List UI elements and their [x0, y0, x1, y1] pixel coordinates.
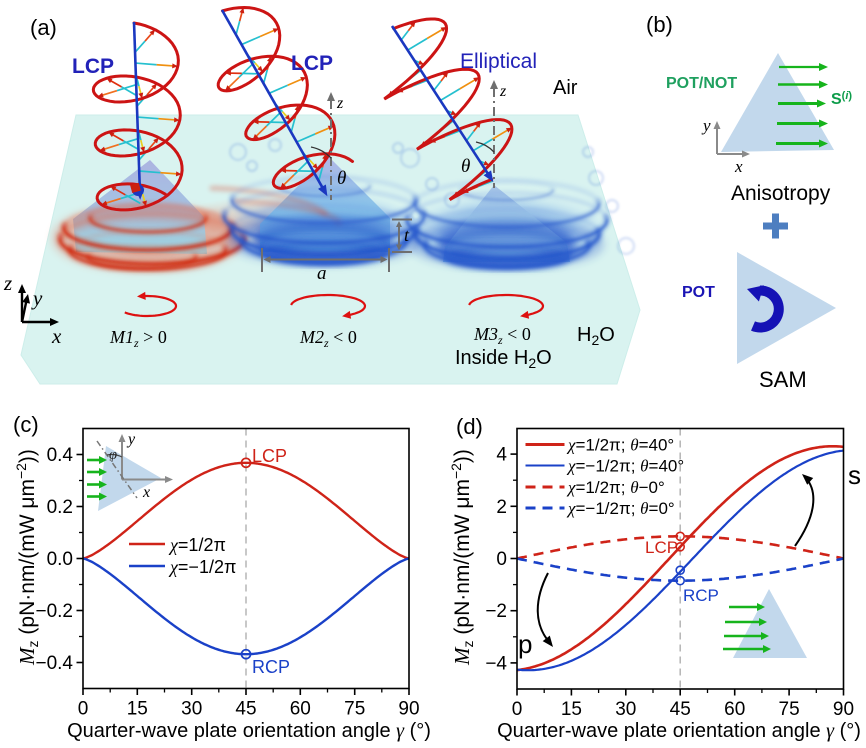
svg-text:45: 45: [235, 699, 256, 720]
svg-text:y: y: [701, 116, 711, 135]
svg-text:0.0: 0.0: [47, 549, 73, 570]
svg-text:H2O: H2O: [577, 324, 615, 348]
svg-text:x: x: [734, 157, 743, 176]
svg-text:60: 60: [724, 699, 745, 720]
svg-text:x: x: [142, 484, 150, 501]
svg-text:Mz (pN·nm/(mW μm−2)): Mz (pN·nm/(mW μm−2)): [448, 449, 476, 666]
svg-text:60: 60: [290, 699, 311, 720]
svg-text:χ=−1/2π; θ=40°: χ=−1/2π; θ=40°: [566, 457, 684, 476]
svg-text:0: 0: [512, 699, 523, 720]
svg-text:φ: φ: [109, 447, 117, 463]
svg-text:(a): (a): [30, 15, 57, 40]
svg-text:2: 2: [496, 497, 507, 518]
svg-text:χ=1/2π: χ=1/2π: [168, 535, 226, 555]
svg-text:Elliptical: Elliptical: [460, 50, 537, 73]
svg-text:4: 4: [496, 445, 507, 466]
svg-text:0.4: 0.4: [47, 445, 74, 466]
svg-text:x: x: [51, 324, 62, 348]
svg-text:(b): (b): [646, 12, 673, 37]
svg-text:SAM: SAM: [759, 367, 807, 392]
svg-text:30: 30: [615, 699, 636, 720]
svg-text:−4: −4: [485, 653, 507, 674]
svg-text:p: p: [518, 629, 532, 659]
svg-text:LCP: LCP: [645, 538, 678, 557]
svg-text:0: 0: [78, 699, 89, 720]
svg-text:0.2: 0.2: [47, 497, 73, 518]
svg-text:t: t: [404, 225, 410, 245]
svg-text:15: 15: [561, 699, 582, 720]
svg-text:(c): (c): [13, 412, 39, 437]
svg-text:30: 30: [181, 699, 202, 720]
svg-text:Inside H2O: Inside H2O: [455, 347, 552, 371]
svg-text:LCP: LCP: [72, 55, 114, 78]
svg-text:χ=1/2π; θ=40°: χ=1/2π; θ=40°: [566, 436, 674, 455]
svg-text:M2z < 0: M2z < 0: [299, 327, 357, 350]
svg-text:LCP: LCP: [252, 446, 287, 466]
svg-text:RCP: RCP: [252, 657, 290, 677]
svg-text:θ: θ: [461, 156, 470, 177]
svg-text:(d): (d): [456, 414, 483, 439]
svg-text:Air: Air: [553, 77, 578, 99]
svg-text:y: y: [31, 286, 43, 310]
svg-text:POT/NOT: POT/NOT: [666, 75, 737, 92]
svg-text:s: s: [848, 460, 861, 490]
svg-text:M3z < 0: M3z < 0: [473, 324, 531, 347]
svg-text:75: 75: [779, 699, 800, 720]
svg-text:−2: −2: [485, 601, 507, 622]
svg-text:90: 90: [833, 699, 854, 720]
svg-text:Quarter-wave plate orientation: Quarter-wave plate orientation angle γ (…: [497, 720, 861, 742]
svg-text:χ=−1/2π; θ=0°: χ=−1/2π; θ=0°: [566, 499, 675, 518]
svg-text:RCP: RCP: [683, 586, 719, 605]
svg-text:0: 0: [496, 549, 507, 570]
svg-text:−0.4: −0.4: [35, 653, 73, 674]
svg-text:a: a: [317, 263, 327, 284]
svg-text:75: 75: [344, 699, 365, 720]
svg-text:χ=−1/2π: χ=−1/2π: [168, 557, 236, 577]
svg-text:−0.2: −0.2: [35, 601, 73, 622]
svg-text:Quarter-wave plate orientation: Quarter-wave plate orientation angle γ (…: [67, 720, 431, 742]
svg-text:z: z: [3, 271, 12, 295]
svg-text:χ=1/2π; θ−0°: χ=1/2π; θ−0°: [566, 478, 665, 497]
svg-text:15: 15: [127, 699, 148, 720]
svg-text:POT: POT: [682, 284, 715, 301]
svg-text:M1z > 0: M1z > 0: [109, 327, 167, 350]
svg-text:90: 90: [398, 699, 419, 720]
svg-text:y: y: [126, 431, 136, 448]
svg-text:Mz (pN·nm/(mW μm−2)): Mz (pN·nm/(mW μm−2)): [13, 449, 41, 666]
svg-text:z: z: [336, 95, 344, 112]
svg-text:LCP: LCP: [291, 52, 333, 75]
svg-text:Anisotropy: Anisotropy: [731, 182, 831, 205]
svg-text:z: z: [499, 83, 507, 100]
svg-text:45: 45: [670, 699, 691, 720]
svg-text:θ: θ: [337, 168, 346, 189]
